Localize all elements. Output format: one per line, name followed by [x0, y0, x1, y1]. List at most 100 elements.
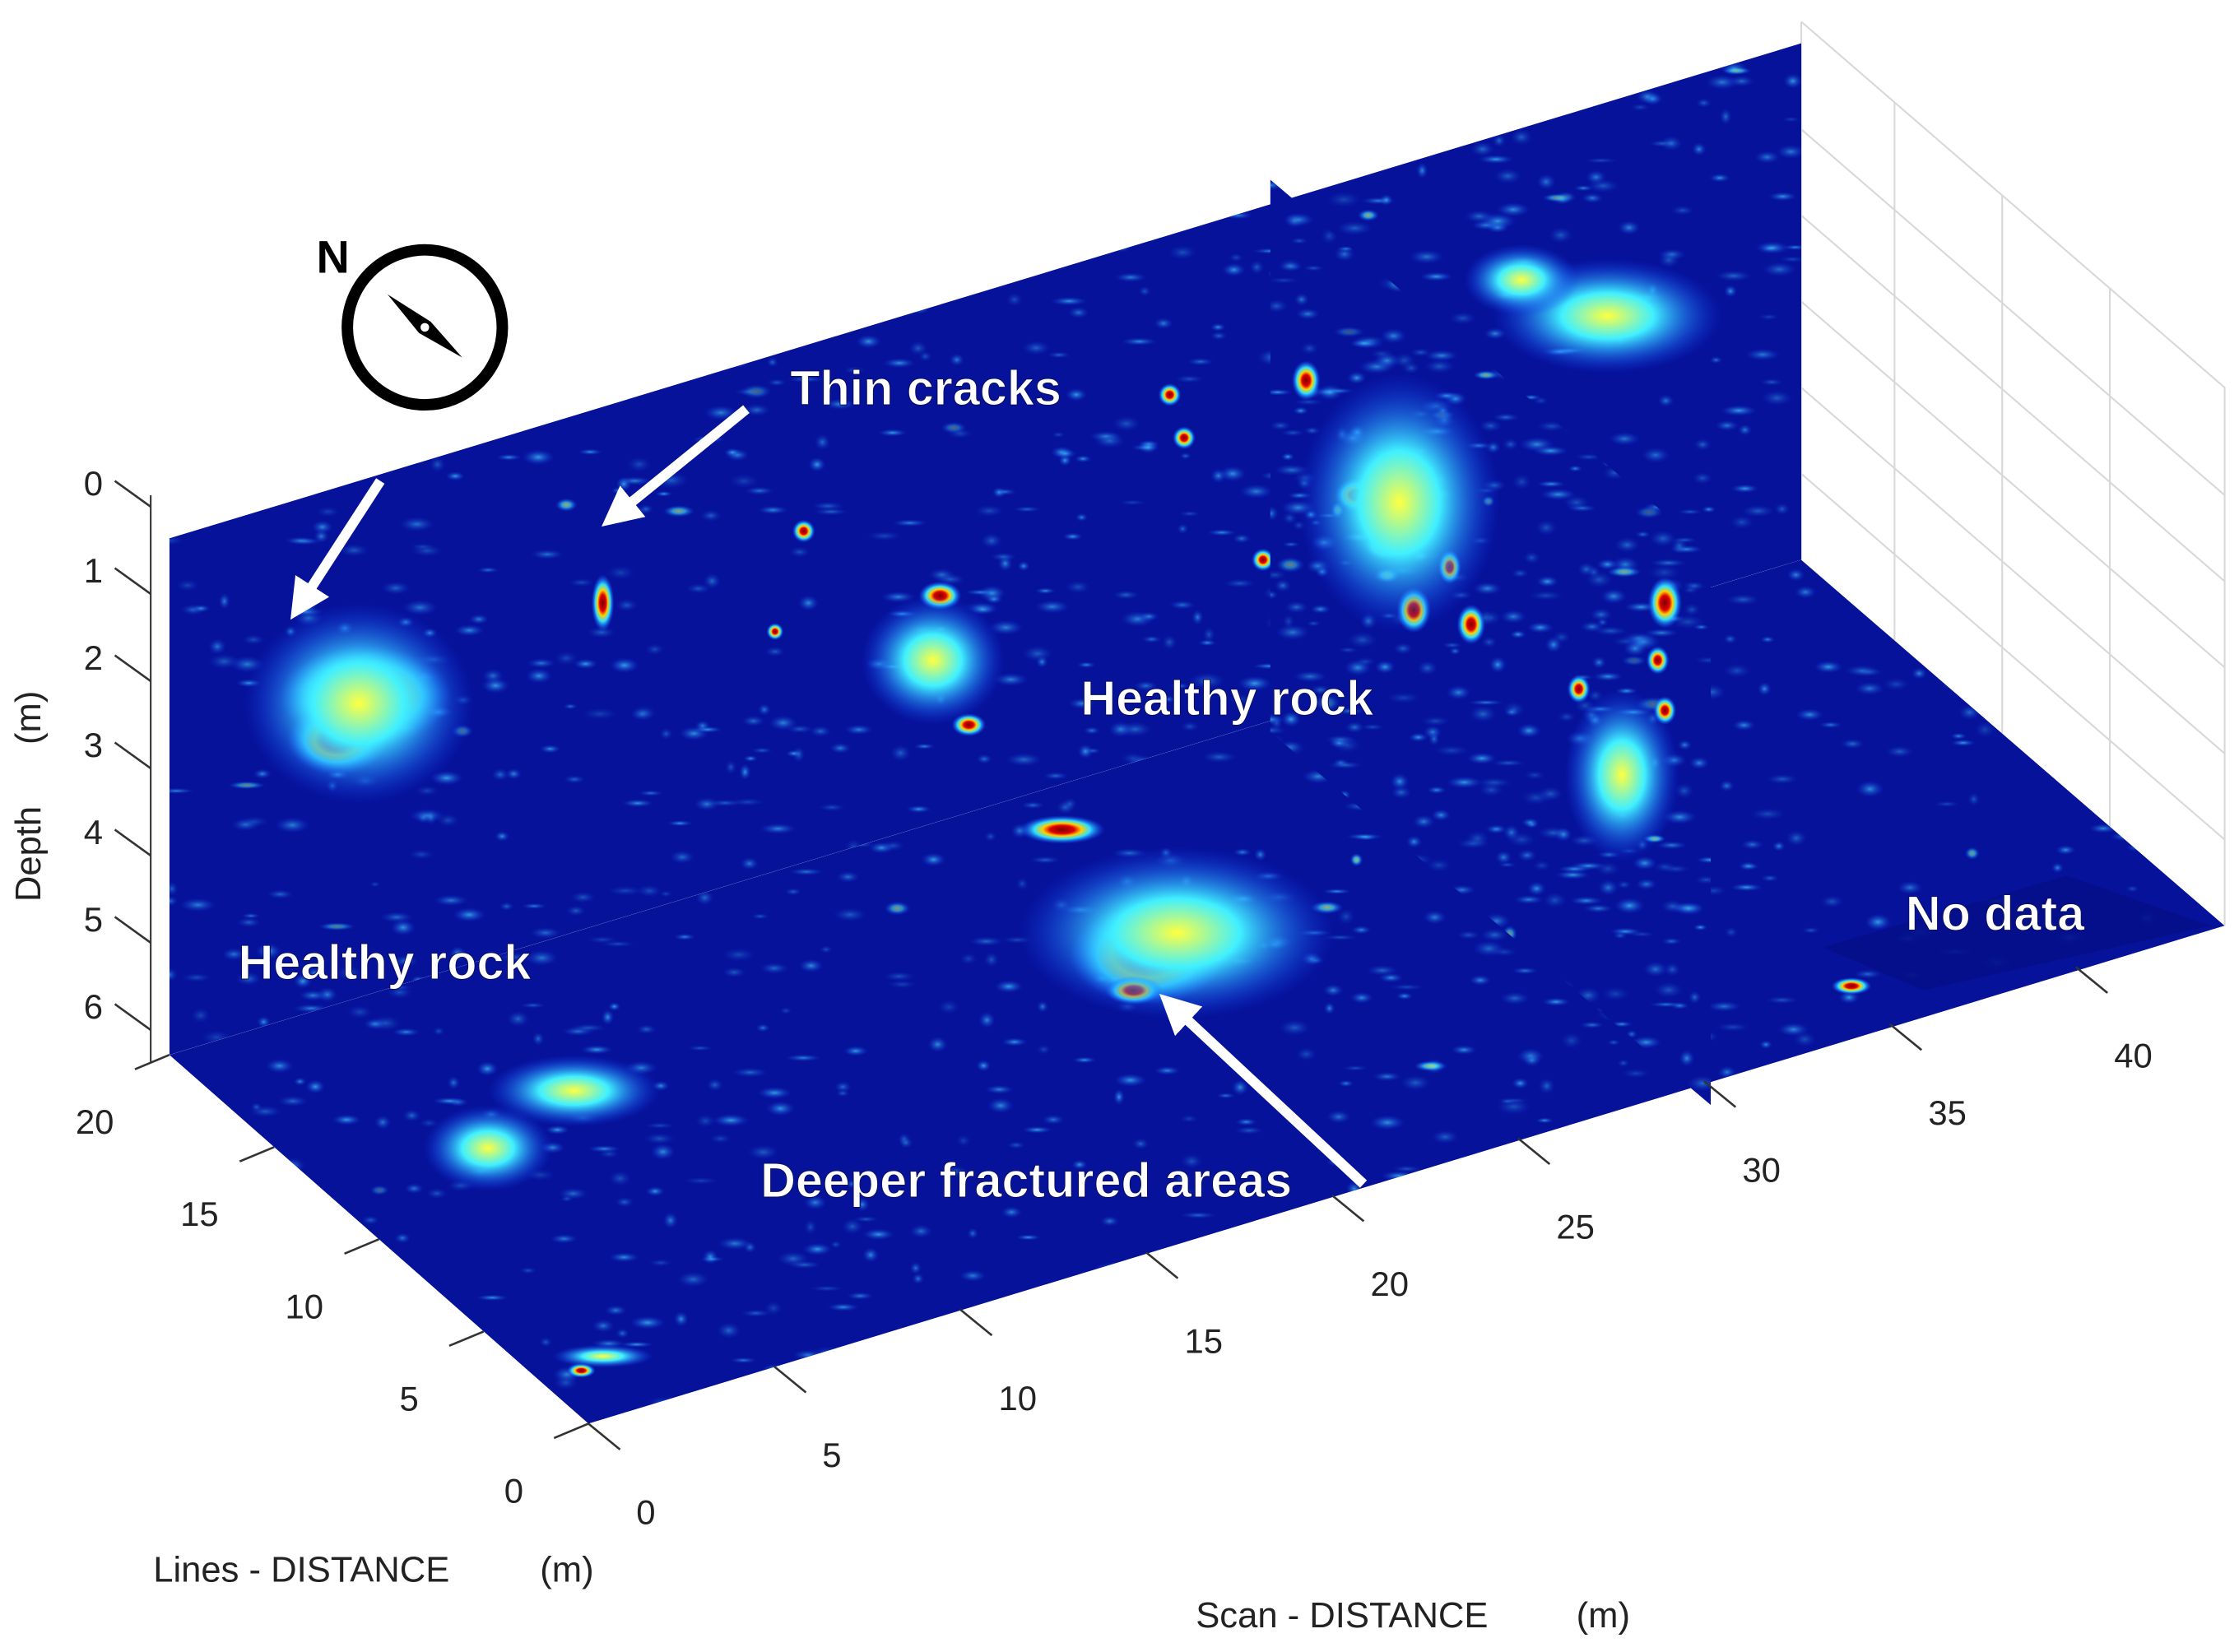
texture	[346, 1005, 374, 1019]
texture	[1969, 1341, 2005, 1359]
texture	[2051, 862, 2065, 874]
texture	[1395, 1335, 1416, 1347]
texture	[726, 358, 750, 368]
texture	[615, 598, 639, 612]
texture	[432, 1097, 467, 1105]
hotspot	[552, 1344, 653, 1368]
x-tick	[1889, 1023, 1923, 1051]
texture	[1178, 510, 1201, 517]
texture	[829, 742, 852, 754]
texture	[1280, 452, 1295, 461]
texture	[1512, 967, 1539, 975]
texture	[1480, 928, 1509, 942]
texture	[265, 1058, 295, 1074]
texture	[1433, 745, 1470, 756]
texture	[1021, 1125, 1052, 1134]
texture	[2125, 842, 2144, 852]
hotspot	[1456, 604, 1486, 645]
texture	[750, 156, 764, 167]
texture	[1077, 744, 1094, 759]
z-tick	[114, 916, 151, 944]
texture	[564, 261, 593, 276]
texture	[980, 532, 1003, 549]
texture	[1403, 113, 1438, 128]
texture	[1584, 1402, 1614, 1413]
texture	[1480, 45, 1507, 62]
texture	[2009, 1409, 2031, 1419]
texture	[430, 1417, 446, 1424]
texture	[883, 358, 916, 369]
texture	[525, 668, 553, 684]
texture	[482, 152, 520, 168]
texture	[1695, 98, 1712, 109]
texture	[565, 905, 586, 916]
texture	[1141, 635, 1162, 643]
texture	[760, 146, 784, 164]
texture	[2149, 1225, 2186, 1238]
texture	[225, 1186, 249, 1195]
texture	[169, 1242, 187, 1254]
texture	[1282, 1317, 1305, 1332]
texture	[1303, 1401, 1331, 1418]
texture	[1522, 550, 1541, 564]
texture	[1122, 103, 1140, 115]
texture	[1354, 657, 1377, 666]
texture	[1707, 1000, 1742, 1012]
texture	[712, 1113, 750, 1127]
texture	[1772, 841, 1786, 852]
texture	[222, 177, 237, 184]
texture	[750, 747, 773, 754]
texture	[663, 369, 691, 377]
texture	[2190, 1169, 2213, 1186]
texture	[1722, 663, 1752, 679]
texture	[429, 456, 446, 473]
texture	[1323, 1290, 1346, 1305]
texture	[581, 707, 619, 721]
texture	[947, 269, 961, 276]
texture	[819, 945, 834, 954]
texture	[1131, 140, 1159, 149]
texture	[941, 1165, 969, 1177]
texture	[1428, 731, 1440, 746]
texture	[1148, 1364, 1165, 1377]
texture	[1558, 865, 1591, 873]
texture	[1270, 276, 1301, 284]
texture	[1325, 1281, 1350, 1293]
texture	[1393, 642, 1414, 655]
texture	[1724, 926, 1739, 938]
texture	[1755, 1288, 1778, 1296]
hotspot	[1291, 360, 1321, 401]
texture	[1555, 1160, 1590, 1172]
texture	[2082, 573, 2097, 588]
texture	[1546, 1130, 1561, 1144]
texture	[1894, 1235, 1922, 1247]
texture	[1568, 465, 1583, 472]
texture	[1280, 429, 1305, 437]
texture	[545, 1125, 570, 1135]
hotspot	[1831, 977, 1872, 995]
texture	[2070, 587, 2097, 596]
texture	[1346, 631, 1378, 649]
texture	[2063, 764, 2092, 777]
texture	[279, 1157, 306, 1174]
texture	[419, 186, 435, 200]
texture	[1113, 1088, 1125, 1106]
texture	[635, 332, 657, 346]
texture	[1950, 732, 1967, 740]
x-tick-label: 40	[2114, 1037, 2153, 1075]
texture	[1717, 1065, 1736, 1079]
texture	[221, 948, 247, 961]
texture	[461, 1377, 485, 1389]
texture	[1448, 1358, 1480, 1376]
texture	[1349, 991, 1374, 1004]
hotspot	[1647, 577, 1683, 629]
texture	[1716, 1241, 1738, 1257]
texture	[2100, 1002, 2129, 1017]
texture	[741, 384, 772, 399]
texture	[369, 1185, 390, 1196]
texture	[1433, 78, 1455, 95]
texture	[341, 1335, 372, 1345]
texture	[1342, 1065, 1369, 1071]
texture	[525, 949, 559, 967]
texture	[1766, 773, 1799, 785]
